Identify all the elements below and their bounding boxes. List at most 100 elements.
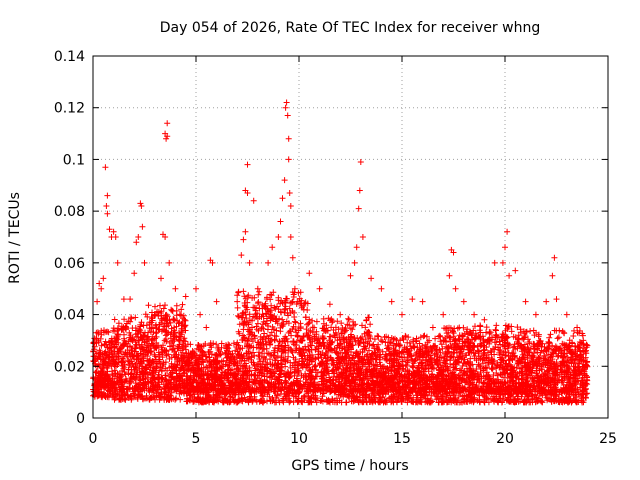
data-point (93, 335, 100, 342)
data-point (134, 369, 141, 376)
data-point (293, 339, 300, 345)
data-point (290, 392, 297, 399)
data-point (241, 369, 248, 376)
data-point (177, 373, 184, 380)
data-point (267, 398, 274, 405)
data-point (176, 377, 183, 384)
data-point (236, 321, 243, 328)
data-point (156, 321, 163, 328)
data-point (194, 345, 200, 352)
data-point (301, 349, 307, 356)
data-point (240, 312, 247, 318)
data-point (129, 325, 136, 332)
data-point (198, 358, 205, 365)
data-point (137, 386, 144, 393)
data-point (294, 371, 301, 377)
data-point (119, 396, 126, 403)
data-point (93, 368, 100, 375)
data-point (150, 375, 156, 382)
data-point (102, 394, 109, 400)
data-point (234, 304, 241, 311)
data-point (255, 327, 262, 334)
data-point (236, 330, 243, 337)
data-point (280, 395, 287, 402)
data-point (291, 318, 298, 325)
data-point (136, 326, 143, 333)
data-point (149, 317, 156, 324)
data-point (118, 392, 125, 398)
data-point (303, 376, 310, 383)
data-point (94, 329, 101, 336)
data-point (299, 337, 306, 344)
data-point (287, 359, 294, 366)
data-point (234, 376, 241, 383)
data-point (135, 392, 142, 398)
data-point (179, 385, 186, 392)
data-point (150, 329, 157, 336)
data-point (285, 320, 292, 327)
data-point (228, 358, 235, 365)
data-point (300, 393, 307, 400)
data-point (267, 361, 274, 368)
data-point (164, 313, 171, 320)
data-point (320, 315, 327, 322)
data-point (162, 372, 169, 379)
data-point (264, 306, 271, 313)
data-point (194, 367, 201, 374)
data-point (147, 356, 154, 363)
data-point (279, 323, 286, 330)
data-point (190, 364, 197, 371)
data-point (292, 356, 299, 363)
data-point (147, 343, 154, 349)
data-point (225, 386, 232, 393)
data-point (295, 289, 302, 296)
data-point (295, 367, 302, 374)
data-point (158, 389, 165, 396)
data-point (282, 297, 289, 304)
data-point (138, 319, 145, 326)
data-point (170, 316, 177, 322)
data-point (116, 345, 123, 352)
data-point (133, 333, 140, 340)
data-point (157, 364, 164, 371)
data-point (143, 334, 150, 341)
data-point (235, 289, 242, 296)
data-point (216, 379, 223, 386)
data-point (146, 396, 153, 403)
data-point (249, 295, 256, 301)
data-point (345, 315, 352, 322)
data-point (173, 302, 180, 309)
data-point (249, 379, 255, 386)
data-point (251, 363, 258, 369)
data-point (116, 376, 123, 383)
data-point (189, 393, 196, 400)
data-point (138, 359, 145, 366)
data-point (239, 337, 246, 343)
data-point (214, 366, 221, 373)
data-point (137, 350, 144, 357)
data-point (239, 387, 246, 394)
data-point (111, 367, 118, 374)
data-point (298, 386, 305, 393)
data-point (227, 393, 234, 400)
data-point (106, 375, 113, 381)
data-point (271, 373, 278, 380)
data-point (160, 305, 167, 312)
data-point (165, 388, 172, 395)
data-point (290, 323, 297, 330)
data-point (303, 326, 310, 333)
data-point (297, 325, 304, 332)
data-point (245, 292, 252, 299)
data-point (175, 352, 182, 358)
data-point (151, 374, 158, 381)
data-point (234, 386, 241, 393)
data-point (120, 340, 127, 347)
data-point (186, 397, 193, 404)
data-point (267, 341, 273, 348)
data-point (135, 337, 142, 344)
data-point (249, 317, 255, 324)
data-point (95, 339, 102, 346)
data-point (236, 391, 242, 398)
data-point (235, 342, 242, 349)
